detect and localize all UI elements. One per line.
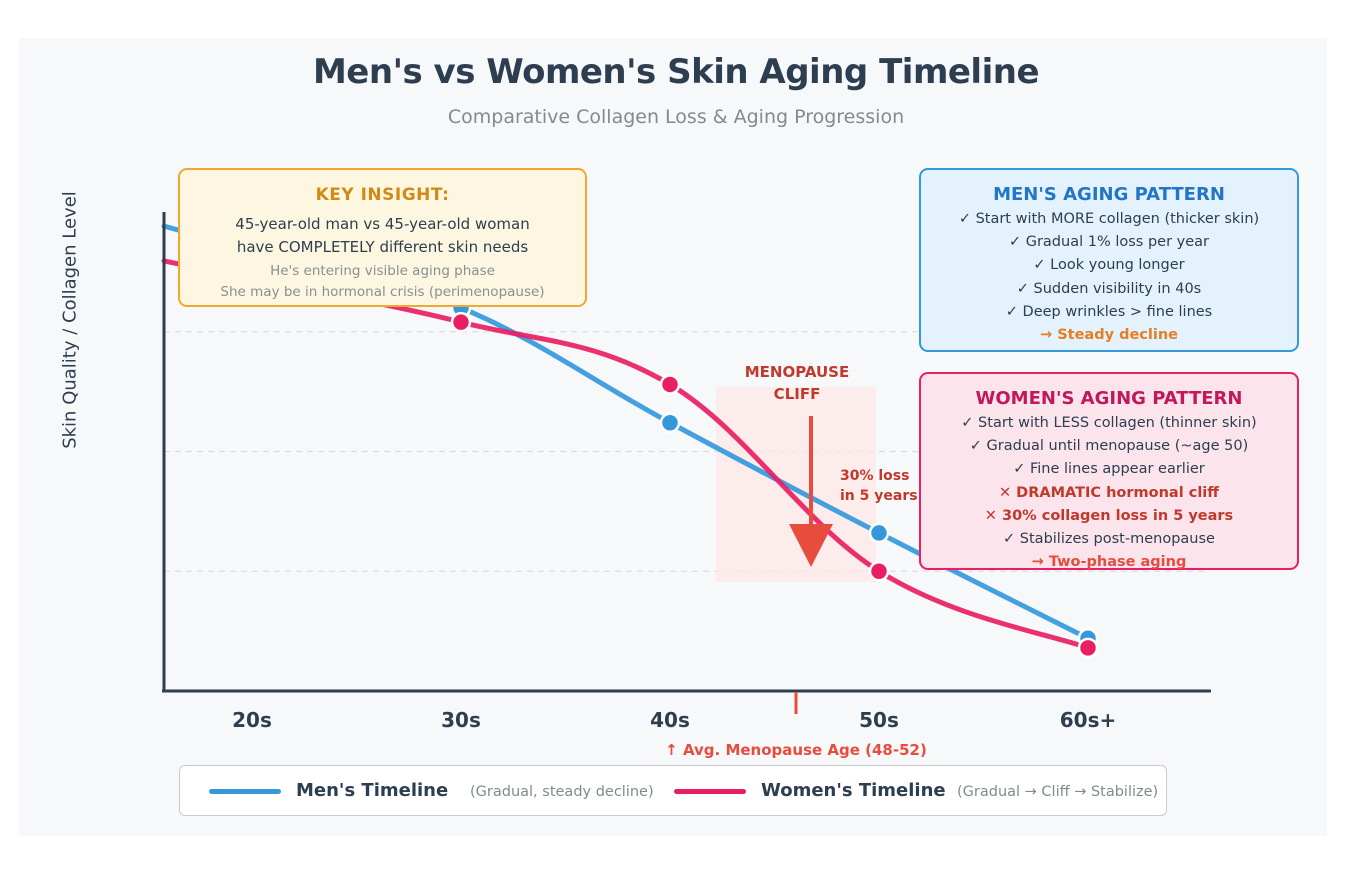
x-tick-50s: 50s — [859, 708, 899, 732]
chart-legend: Men's Timeline (Gradual, steady decline)… — [179, 765, 1167, 816]
legend-label-women: Women's Timeline — [761, 780, 946, 801]
menopause-age-note: ↑ Avg. Menopause Age (48-52) — [665, 741, 927, 759]
women-pattern-item: ✓ Start with LESS collagen (thinner skin… — [961, 415, 1257, 431]
key-insight-line: have COMPLETELY different skin needs — [236, 238, 529, 256]
x-tick-40s: 40s — [650, 708, 690, 732]
loss-line-1: 30% loss — [840, 468, 910, 484]
loss-annotation: 30% loss in 5 years! — [840, 466, 924, 506]
men-pattern-item: ✓ Sudden visibility in 40s — [1016, 280, 1202, 297]
women-pattern-item: ✓ Stabilizes post-menopause — [1003, 531, 1215, 548]
menopause-cliff-label: MENOPAUSE CLIFF — [745, 361, 849, 405]
key-insight-box: KEY INSIGHT: 45-year-old man vs 45-year-… — [178, 168, 587, 307]
data-point-men — [868, 522, 890, 544]
key-insight-heading: KEY INSIGHT: — [315, 185, 450, 205]
data-point-men — [659, 412, 681, 434]
men-pattern-box: MEN'S AGING PATTERN ✓ Start with MORE co… — [919, 168, 1299, 352]
cliff-title: MENOPAUSE — [744, 363, 850, 381]
key-insight-line: 45-year-old man vs 45-year-old woman — [235, 215, 530, 233]
men-pattern-item: ✓ Start with MORE collagen (thicker skin… — [958, 211, 1260, 227]
chart-title: Men's vs Women's Skin Aging Timeline — [312, 52, 1040, 92]
women-pattern-item: ✕ DRAMATIC hormonal cliff — [998, 484, 1220, 501]
data-point-women — [868, 561, 890, 582]
legend-swatch-men — [209, 789, 281, 794]
women-pattern-item: ✓ Gradual until menopause (~age 50) — [969, 438, 1249, 455]
x-tick-30s: 30s — [441, 708, 481, 732]
data-point-women — [659, 374, 681, 395]
x-tick-60s: 60s+ — [1059, 708, 1117, 732]
women-pattern-box: WOMEN'S AGING PATTERN ✓ Start with LESS … — [919, 372, 1299, 570]
data-point-women — [1077, 637, 1099, 659]
legend-swatch-women — [674, 789, 746, 794]
men-pattern-item: ✓ Look young longer — [1033, 257, 1185, 274]
data-point-women — [450, 311, 472, 333]
x-tick-20s: 20s — [232, 708, 272, 732]
legend-desc-men: (Gradual, steady decline) — [470, 784, 654, 800]
gridlines — [164, 331, 1205, 572]
women-pattern-item: ✕ 30% collagen loss in 5 years — [984, 507, 1234, 524]
men-pattern-item: ✓ Deep wrinkles > fine lines — [1005, 303, 1213, 320]
key-insight-subline: He's entering visible aging phase — [270, 263, 495, 279]
men-pattern-summary: → Steady decline — [1040, 327, 1178, 344]
menopause-arrow — [789, 416, 833, 567]
legend-label-men: Men's Timeline — [296, 780, 449, 801]
men-pattern-heading: MEN'S AGING PATTERN — [993, 184, 1225, 205]
men-pattern-item: ✓ Gradual 1% loss per year — [1008, 234, 1210, 251]
women-pattern-item: ✓ Fine lines appear earlier — [1013, 461, 1205, 478]
women-pattern-summary: → Two-phase aging — [1031, 554, 1187, 571]
loss-line-2: in 5 years! — [840, 488, 924, 504]
legend-desc-women: (Gradual → Cliff → Stabilize) — [957, 784, 1159, 800]
y-axis-label: Skin Quality / Collagen Level — [59, 191, 81, 449]
key-insight-subline: She may be in hormonal crisis (perimenop… — [220, 284, 545, 300]
women-pattern-heading: WOMEN'S AGING PATTERN — [975, 388, 1243, 409]
chart-subtitle: Comparative Collagen Loss & Aging Progre… — [447, 106, 905, 128]
cliff-subtitle: CLIFF — [773, 385, 821, 403]
